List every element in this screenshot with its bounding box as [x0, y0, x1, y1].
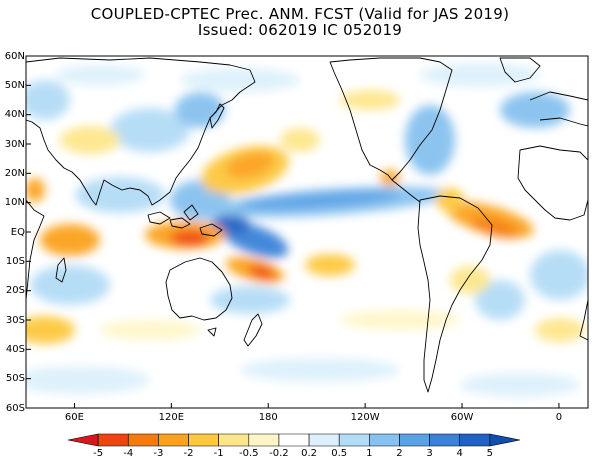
lon-label: 60E — [64, 412, 84, 423]
map-subtitle: Issued: 062019 IC 052019 — [197, 21, 403, 39]
lat-label: 20N — [4, 167, 25, 179]
lon-label: 0 — [555, 412, 563, 423]
colorbar-swatch — [489, 433, 521, 447]
lon-label: 180 — [258, 412, 278, 423]
lat-label: 30S — [5, 314, 25, 326]
lat-label: 40S — [5, 343, 25, 355]
colorbar-label: -5 — [93, 448, 104, 459]
colorbar-label: -2 — [183, 448, 194, 459]
lat-label: 30N — [4, 138, 25, 150]
colorbar-label: 0.5 — [331, 448, 348, 459]
colorbar-swatch — [308, 433, 340, 447]
colorbar-swatch — [429, 433, 461, 447]
coastlines — [26, 57, 588, 393]
lon-label: 60W — [450, 412, 474, 423]
lat-label: 40N — [4, 109, 25, 121]
colorbar-label: 5 — [486, 448, 494, 459]
lat-label: 10S — [5, 255, 25, 267]
lon-label: 120E — [158, 412, 185, 423]
map-title: COUPLED-CPTEC Prec. ANM. FCST (Valid for… — [90, 5, 510, 23]
colorbar-swatch — [97, 433, 129, 447]
lat-label: EQ — [10, 226, 25, 238]
colorbar-label: -0.5 — [239, 448, 259, 459]
colorbar-swatch — [399, 433, 430, 447]
lat-label: 60N — [4, 50, 25, 62]
colorbar-label: -3 — [153, 448, 164, 459]
colorbar-label: 0.2 — [301, 448, 318, 459]
lat-label: 10N — [4, 197, 25, 209]
colorbar-swatch — [67, 433, 99, 447]
colorbar-swatch — [459, 433, 491, 447]
colorbar-swatch — [278, 433, 310, 447]
colorbar — [67, 433, 521, 447]
colorbar-label: -1 — [213, 448, 224, 459]
lat-label: 50S — [5, 373, 25, 385]
colorbar-swatch — [369, 433, 400, 447]
colorbar-swatch — [218, 433, 250, 447]
lat-label: 60S — [5, 402, 25, 414]
colorbar-label: 2 — [396, 448, 403, 459]
colorbar-swatch — [248, 433, 280, 447]
colorbar-label: -0.2 — [269, 448, 289, 459]
lon-label: 120W — [350, 412, 380, 423]
anomaly-field — [26, 63, 588, 397]
colorbar-swatch — [127, 433, 159, 447]
lat-label: 50N — [4, 79, 25, 91]
colorbar-label: 3 — [426, 448, 433, 459]
colorbar-swatch — [188, 433, 219, 447]
lat-label: 20S — [5, 285, 25, 297]
colorbar-label: -4 — [123, 448, 134, 459]
colorbar-label: 4 — [456, 448, 463, 459]
colorbar-swatch — [338, 433, 370, 447]
colorbar-label: 1 — [366, 448, 373, 459]
colorbar-swatch — [158, 433, 189, 447]
